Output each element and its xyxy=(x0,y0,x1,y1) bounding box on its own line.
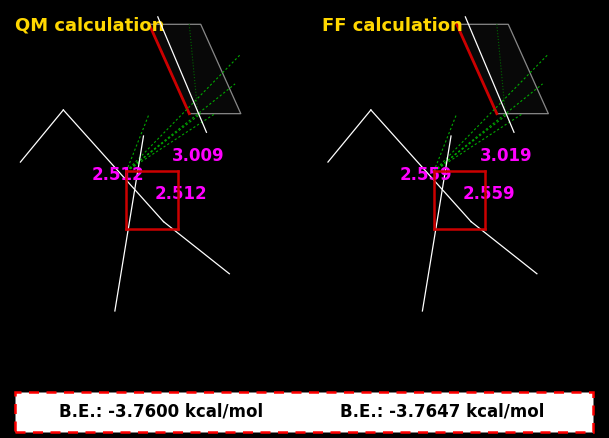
Text: QM calculation: QM calculation xyxy=(15,17,164,35)
Text: 3.009: 3.009 xyxy=(172,148,225,166)
FancyBboxPatch shape xyxy=(15,392,593,432)
Text: 2.512: 2.512 xyxy=(92,166,144,184)
Polygon shape xyxy=(457,24,548,114)
Text: FF calculation: FF calculation xyxy=(322,17,463,35)
Text: B.E.: -3.7600 kcal/mol: B.E.: -3.7600 kcal/mol xyxy=(59,403,263,421)
Text: 3.019: 3.019 xyxy=(480,148,532,166)
Text: B.E.: -3.7647 kcal/mol: B.E.: -3.7647 kcal/mol xyxy=(340,403,544,421)
Text: 2.559: 2.559 xyxy=(462,185,515,203)
Polygon shape xyxy=(149,24,241,114)
Text: 2.559: 2.559 xyxy=(400,166,452,184)
Text: 2.512: 2.512 xyxy=(155,185,208,203)
